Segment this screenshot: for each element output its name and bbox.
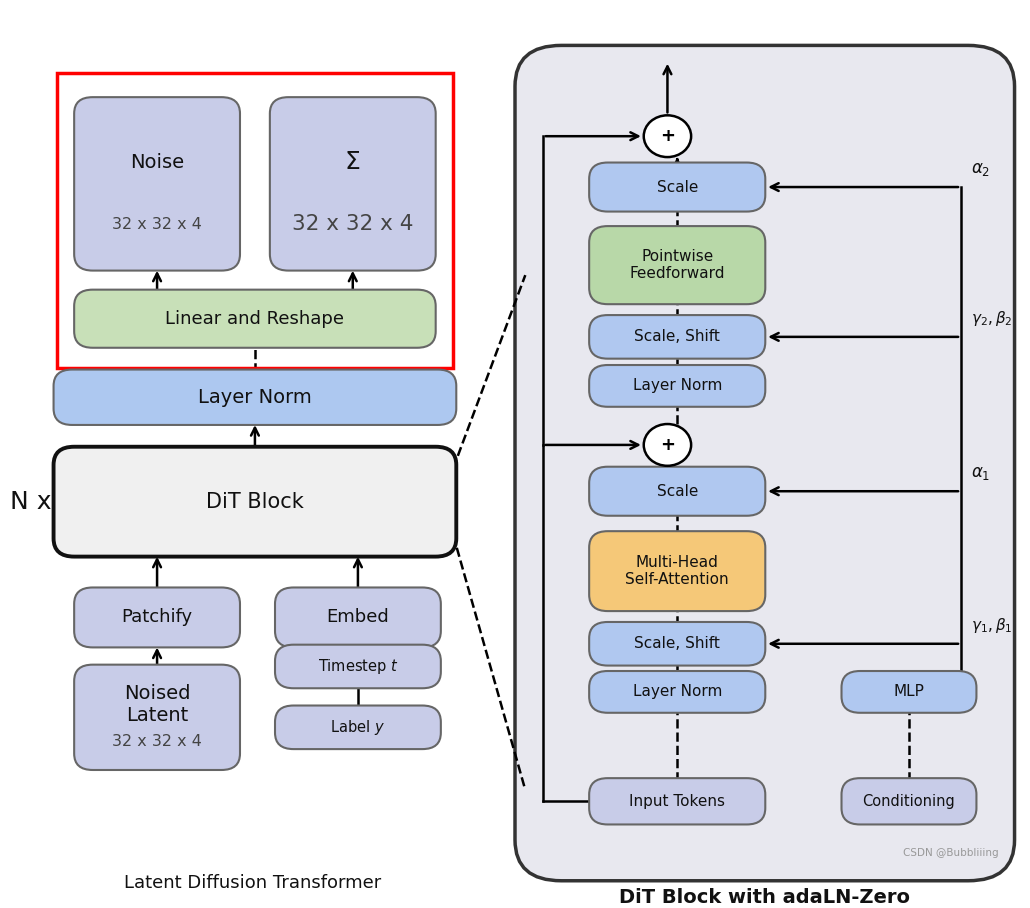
Text: $\alpha_2$: $\alpha_2$ xyxy=(971,160,991,178)
FancyBboxPatch shape xyxy=(74,97,240,271)
Text: N x: N x xyxy=(10,489,52,514)
Text: Label $y$: Label $y$ xyxy=(331,718,385,736)
FancyBboxPatch shape xyxy=(54,370,456,425)
Text: Noised
Latent: Noised Latent xyxy=(124,684,191,725)
Text: Layer Norm: Layer Norm xyxy=(632,379,722,393)
Text: Input Tokens: Input Tokens xyxy=(629,794,725,809)
FancyBboxPatch shape xyxy=(74,665,240,770)
Text: Noise: Noise xyxy=(130,153,184,172)
Text: CSDN @Bubbliiing: CSDN @Bubbliiing xyxy=(903,848,999,858)
Text: Scale, Shift: Scale, Shift xyxy=(634,637,720,651)
FancyBboxPatch shape xyxy=(842,778,976,824)
Text: 32 x 32 x 4: 32 x 32 x 4 xyxy=(112,734,202,749)
Text: Layer Norm: Layer Norm xyxy=(632,685,722,699)
Text: 32 x 32 x 4: 32 x 32 x 4 xyxy=(112,217,202,232)
FancyBboxPatch shape xyxy=(74,290,436,348)
FancyBboxPatch shape xyxy=(54,447,456,557)
FancyBboxPatch shape xyxy=(589,622,765,666)
Text: Layer Norm: Layer Norm xyxy=(198,388,312,407)
FancyBboxPatch shape xyxy=(842,671,976,713)
Text: DiT Block with adaLN-Zero: DiT Block with adaLN-Zero xyxy=(619,888,911,907)
FancyBboxPatch shape xyxy=(589,315,765,359)
FancyBboxPatch shape xyxy=(589,778,765,824)
Text: Timestep $t$: Timestep $t$ xyxy=(317,657,399,676)
Text: 32 x 32 x 4: 32 x 32 x 4 xyxy=(293,214,413,234)
FancyBboxPatch shape xyxy=(275,706,441,749)
Circle shape xyxy=(644,115,691,157)
FancyBboxPatch shape xyxy=(589,163,765,212)
Text: +: + xyxy=(660,127,675,145)
Text: DiT Block: DiT Block xyxy=(206,491,304,512)
Text: Σ: Σ xyxy=(345,150,360,174)
FancyBboxPatch shape xyxy=(589,467,765,516)
Text: Conditioning: Conditioning xyxy=(862,794,956,809)
Text: $\alpha_1$: $\alpha_1$ xyxy=(971,464,991,482)
Text: $\gamma_2,\beta_2$: $\gamma_2,\beta_2$ xyxy=(971,310,1012,328)
Text: Patchify: Patchify xyxy=(122,608,193,627)
Text: +: + xyxy=(660,436,675,454)
FancyBboxPatch shape xyxy=(74,587,240,647)
FancyBboxPatch shape xyxy=(589,226,765,304)
Bar xyxy=(57,73,453,368)
Text: MLP: MLP xyxy=(894,685,924,699)
FancyBboxPatch shape xyxy=(589,671,765,713)
Circle shape xyxy=(644,424,691,466)
Text: Embed: Embed xyxy=(327,608,389,627)
Text: $\gamma_1,\beta_1$: $\gamma_1,\beta_1$ xyxy=(971,617,1012,635)
FancyBboxPatch shape xyxy=(270,97,436,271)
FancyBboxPatch shape xyxy=(515,45,1015,881)
Text: Scale, Shift: Scale, Shift xyxy=(634,330,720,344)
FancyBboxPatch shape xyxy=(275,645,441,688)
FancyBboxPatch shape xyxy=(589,365,765,407)
Text: Scale: Scale xyxy=(656,180,698,194)
Text: Multi-Head
Self-Attention: Multi-Head Self-Attention xyxy=(625,555,729,587)
FancyBboxPatch shape xyxy=(589,531,765,611)
FancyBboxPatch shape xyxy=(275,587,441,647)
Text: Pointwise
Feedforward: Pointwise Feedforward xyxy=(629,249,725,281)
Text: Scale: Scale xyxy=(656,484,698,498)
Text: Linear and Reshape: Linear and Reshape xyxy=(166,310,344,328)
Text: Latent Diffusion Transformer: Latent Diffusion Transformer xyxy=(124,873,381,892)
